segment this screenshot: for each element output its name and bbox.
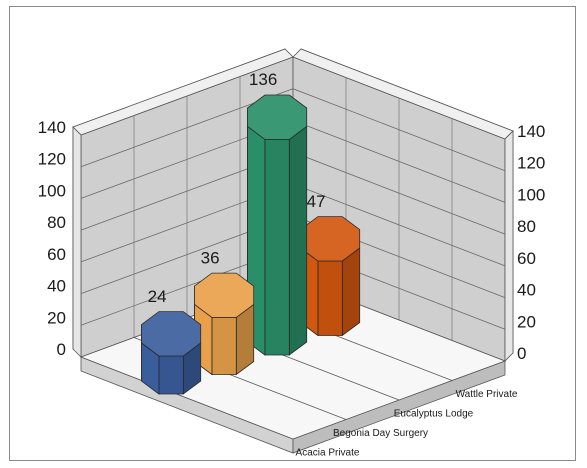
bar-side: [211, 316, 237, 375]
bar-side: [158, 355, 184, 395]
bar-side: [264, 138, 290, 356]
y-tick-right: 140: [517, 122, 545, 141]
y-tick-right: 20: [517, 312, 536, 331]
data-label: 24: [148, 287, 167, 306]
data-label: 36: [201, 248, 220, 267]
y-tick-left: 80: [47, 213, 66, 232]
bar-top: [194, 272, 255, 318]
y-tick-left: 60: [47, 245, 66, 264]
bar-top: [300, 216, 361, 262]
y-tick-left: 140: [38, 118, 66, 137]
bar-side: [317, 260, 343, 336]
data-label: 47: [307, 192, 326, 211]
chart-labels: 0 20 40 60 80 100 120 140 0 20 40 60 80 100 120 140 47 13…: [38, 70, 546, 458]
y-tick-left: 20: [47, 308, 66, 327]
left-wall-edge: [72, 126, 82, 358]
y-tick-right: 0: [517, 344, 526, 363]
y-tick-right: 80: [517, 217, 536, 236]
gridline: [80, 88, 506, 172]
bar-wattle-private: [300, 216, 361, 337]
bar-begonia-day-surgery: [194, 272, 255, 376]
category-label: Wattle Private: [456, 389, 518, 400]
data-label: 136: [249, 70, 277, 89]
chart-frame: 0 20 40 60 80 100 120 140 0 20 40 60 80 100 120 140 47 13…: [9, 6, 576, 461]
bar-eucalyptus-lodge: [247, 94, 308, 356]
bar-top: [141, 311, 202, 357]
bar-side: [288, 125, 308, 356]
category-label: Begonia Day Surgery: [333, 428, 428, 439]
bar-top: [247, 94, 308, 140]
y-tick-right: 40: [517, 281, 536, 300]
y-tick-left: 120: [38, 150, 66, 169]
bar-acacia-private: [141, 311, 202, 395]
y-tick-right: 120: [517, 154, 545, 173]
category-label: Acacia Private: [296, 447, 360, 458]
category-label: Eucalyptus Lodge: [394, 408, 474, 419]
chart-bars: [141, 94, 361, 395]
chart-3d-column: 0 20 40 60 80 100 120 140 0 20 40 60 80 100 120 140 47 13…: [38, 48, 546, 458]
y-tick-right: 60: [517, 249, 536, 268]
y-tick-left: 0: [57, 340, 66, 359]
right-wall-edge: [504, 130, 514, 362]
y-tick-right: 100: [517, 185, 545, 204]
y-tick-left: 100: [38, 181, 66, 200]
y-tick-left: 40: [47, 277, 66, 296]
bar-side: [341, 247, 361, 337]
